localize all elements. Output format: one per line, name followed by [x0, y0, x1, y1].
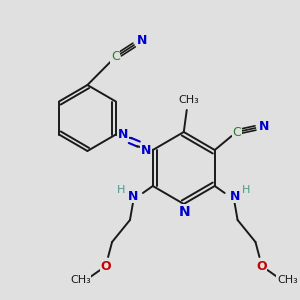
Text: CH₃: CH₃: [70, 275, 91, 285]
Text: N: N: [230, 190, 240, 202]
Text: CH₃: CH₃: [178, 95, 199, 105]
Text: N: N: [140, 144, 151, 157]
Text: O: O: [256, 260, 267, 272]
Text: N: N: [137, 34, 147, 46]
Text: N: N: [179, 205, 190, 219]
Text: N: N: [259, 121, 270, 134]
Text: H: H: [242, 185, 251, 195]
Text: C: C: [111, 50, 120, 64]
Text: O: O: [101, 260, 111, 272]
Text: H: H: [117, 185, 125, 195]
Text: N: N: [118, 128, 128, 141]
Text: C: C: [232, 125, 241, 139]
Text: CH₃: CH₃: [277, 275, 298, 285]
Text: N: N: [128, 190, 138, 202]
